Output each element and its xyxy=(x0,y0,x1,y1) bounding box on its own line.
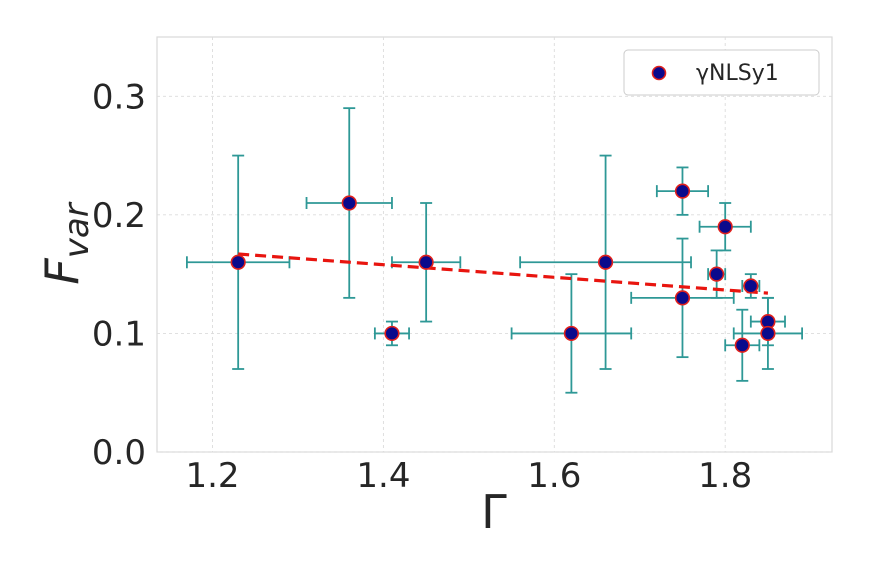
data-point-13 xyxy=(760,325,776,342)
data-point-0 xyxy=(230,254,246,270)
points xyxy=(230,183,776,353)
x-axis-label: Γ xyxy=(481,485,507,539)
data-point-2 xyxy=(384,325,400,342)
x-tick-label-2: 1.6 xyxy=(527,456,581,496)
y-tick-label-3: 0.3 xyxy=(92,77,146,117)
data-point-11 xyxy=(743,278,759,294)
fit-line-group xyxy=(238,252,769,295)
plot-background xyxy=(156,36,833,453)
data-point-9 xyxy=(717,219,733,235)
data-point-4 xyxy=(563,325,579,342)
data-point-5 xyxy=(597,254,614,270)
y-axis-label: Fvar xyxy=(35,201,97,284)
legend: γNLSy1 xyxy=(623,49,820,96)
x-tick-label-3: 1.8 xyxy=(698,456,752,496)
x-tick-label-1: 1.4 xyxy=(356,456,410,496)
legend-label: γNLSy1 xyxy=(696,61,779,86)
y-tick-labels: 0.0 0.1 0.2 0.3 xyxy=(92,77,146,473)
legend-marker xyxy=(651,65,667,81)
data-point-8 xyxy=(709,266,725,282)
data-point-7 xyxy=(674,290,691,306)
x-tick-label-0: 1.2 xyxy=(185,456,239,496)
data-point-10 xyxy=(734,337,750,353)
y-axis-label-main: F xyxy=(35,258,89,285)
y-axis-label-sub: var xyxy=(57,201,97,258)
fit-line xyxy=(238,252,769,295)
legend-box xyxy=(623,49,820,96)
grid xyxy=(157,37,832,453)
y-tick-label-0: 0.0 xyxy=(92,433,146,473)
x-tick-labels: 1.2 1.4 1.6 1.8 xyxy=(185,456,752,496)
y-tick-label-2: 0.2 xyxy=(92,196,146,236)
y-tick-label-1: 0.1 xyxy=(92,314,146,354)
data-point-6 xyxy=(674,183,691,199)
data-point-1 xyxy=(341,195,357,211)
data-point-3 xyxy=(418,254,434,270)
